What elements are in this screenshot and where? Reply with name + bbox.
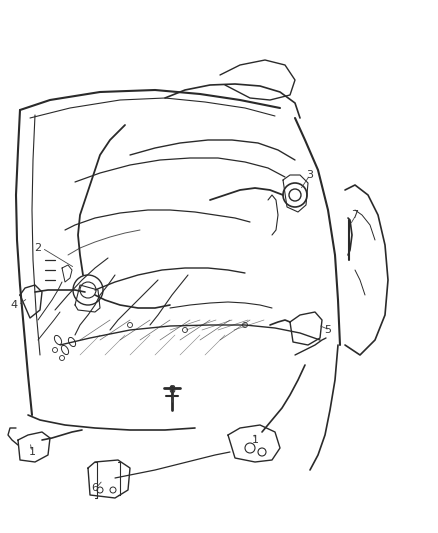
Text: 5: 5: [325, 325, 332, 335]
Circle shape: [170, 386, 174, 390]
Text: 8: 8: [169, 385, 176, 395]
Text: 6: 6: [92, 483, 99, 493]
Text: 3: 3: [307, 170, 314, 180]
Text: 4: 4: [11, 300, 18, 310]
Text: 7: 7: [351, 210, 359, 220]
Text: 1: 1: [28, 447, 35, 457]
Text: 1: 1: [251, 435, 258, 445]
Text: 2: 2: [35, 243, 42, 253]
